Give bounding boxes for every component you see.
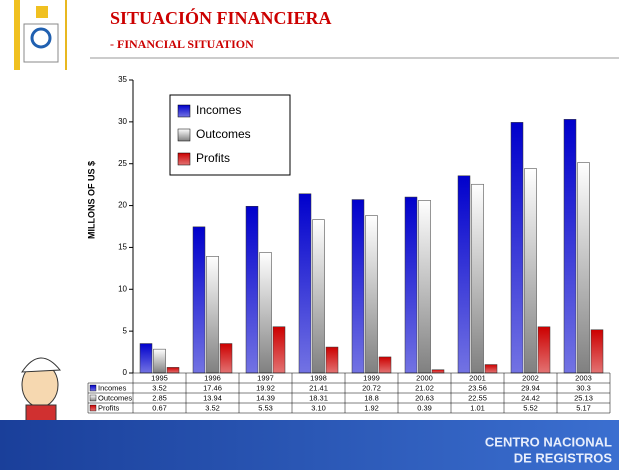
table-value: 25.13	[574, 393, 593, 402]
bar	[379, 357, 391, 373]
bar	[193, 227, 205, 373]
bar	[485, 365, 497, 373]
table-series-label: Profits	[98, 403, 120, 412]
bar	[432, 370, 444, 373]
table-value: 1.92	[364, 403, 379, 412]
table-value: 18.31	[309, 393, 328, 402]
table-value: 13.94	[203, 393, 222, 402]
table-value: 30.3	[576, 383, 591, 392]
table-value: 19.92	[256, 383, 275, 392]
table-value: 21.02	[415, 383, 434, 392]
bar	[207, 256, 219, 373]
table-value: 3.52	[152, 383, 167, 392]
table-value: 3.52	[205, 403, 220, 412]
table-value: 23.56	[468, 383, 487, 392]
bar	[167, 367, 179, 373]
table-value: 22.55	[468, 393, 487, 402]
bar	[472, 184, 484, 373]
x-tick-label: 2000	[416, 373, 433, 382]
table-value: 5.17	[576, 403, 591, 412]
table-value: 20.72	[362, 383, 381, 392]
bar	[419, 200, 431, 373]
table-value: 14.39	[256, 393, 275, 402]
y-tick-label: 20	[118, 201, 127, 210]
subtitle: - FINANCIAL SITUATION	[110, 37, 254, 51]
table-value: 24.42	[521, 393, 540, 402]
y-tick-label: 15	[118, 243, 127, 252]
bar	[405, 197, 417, 373]
y-tick-label: 25	[118, 159, 127, 168]
decor-square	[36, 6, 48, 18]
bar	[154, 349, 166, 373]
table-value: 5.53	[258, 403, 273, 412]
y-axis-title: MILLONS OF US $	[86, 161, 96, 239]
table-series-label: Incomes	[98, 383, 127, 392]
legend-swatch	[178, 153, 190, 165]
bar	[564, 119, 576, 373]
table-swatch	[90, 405, 96, 411]
x-tick-label: 1996	[204, 373, 221, 382]
y-tick-label: 5	[123, 326, 128, 335]
table-value: 2.85	[152, 393, 167, 402]
table-value: 5.52	[523, 403, 538, 412]
bar	[578, 163, 590, 373]
table-value: 1.01	[470, 403, 485, 412]
x-tick-label: 1997	[257, 373, 274, 382]
table-value: 29.94	[521, 383, 540, 392]
y-tick-label: 30	[118, 117, 127, 126]
legend-swatch	[178, 105, 190, 117]
y-tick-label: 35	[118, 75, 127, 84]
table-value: 3.10	[311, 403, 326, 412]
bar	[246, 206, 258, 373]
bar	[591, 330, 603, 373]
table-value: 0.39	[417, 403, 432, 412]
table-swatch	[90, 385, 96, 391]
bar	[458, 176, 470, 373]
x-tick-label: 2002	[522, 373, 539, 382]
y-tick-label: 10	[118, 284, 127, 293]
title: SITUACIÓN FINANCIERA	[110, 7, 332, 28]
x-tick-label: 2001	[469, 373, 486, 382]
decor-bar	[14, 0, 20, 70]
y-tick-label: 0	[123, 368, 128, 377]
bar	[220, 344, 232, 373]
legend-label: Outcomes	[196, 127, 251, 141]
table-value: 17.46	[203, 383, 222, 392]
bar	[140, 344, 152, 373]
table-value: 0.67	[152, 403, 167, 412]
bar	[299, 194, 311, 373]
bar	[260, 253, 272, 373]
bar	[313, 220, 325, 373]
footer-text: DE REGISTROS	[514, 450, 613, 465]
bar	[525, 169, 537, 373]
bar	[511, 122, 523, 373]
bar	[326, 347, 338, 373]
bar	[352, 200, 364, 373]
x-tick-label: 1999	[363, 373, 380, 382]
table-value: 21.41	[309, 383, 328, 392]
x-tick-label: 2003	[575, 373, 592, 382]
table-swatch	[90, 395, 96, 401]
legend-swatch	[178, 129, 190, 141]
slide: SITUACIÓN FINANCIERA - FINANCIAL SITUATI…	[0, 0, 619, 470]
x-tick-label: 1995	[151, 373, 168, 382]
legend-label: Profits	[196, 151, 230, 165]
table-value: 20.63	[415, 393, 434, 402]
x-tick-label: 1998	[310, 373, 327, 382]
bar	[538, 327, 550, 373]
footer-text: CENTRO NACIONAL	[485, 434, 612, 449]
bar	[273, 327, 285, 373]
table-series-label: Outcomes	[98, 393, 132, 402]
table-value: 18.8	[364, 393, 379, 402]
legend-label: Incomes	[196, 103, 241, 117]
bar	[366, 216, 378, 373]
